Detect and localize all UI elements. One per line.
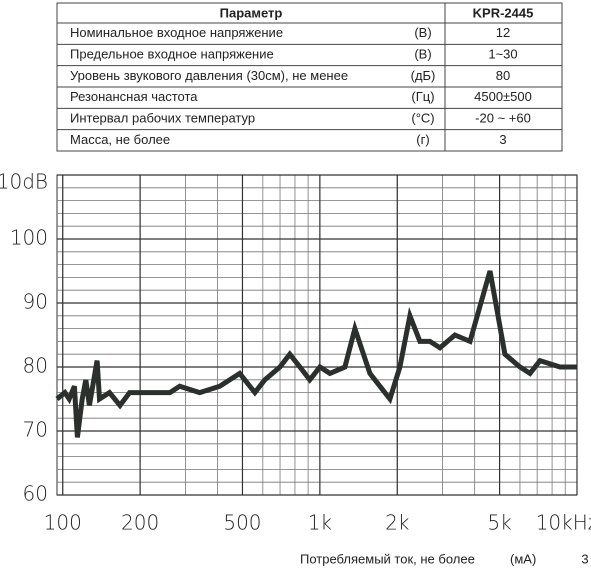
- param-unit: (дБ): [411, 68, 436, 83]
- param-unit: (Гц): [411, 89, 434, 104]
- y-tick-label: 80: [23, 354, 48, 378]
- param-value: 12: [496, 25, 510, 40]
- x-tick-label: 5k: [487, 511, 511, 535]
- x-tick-label: 100: [44, 511, 82, 535]
- param-value: -20 ~ +60: [475, 110, 531, 125]
- param-value: 1~30: [488, 46, 517, 61]
- param-name: Интервал рабочих температур: [70, 110, 255, 125]
- x-tick-label: 200: [121, 511, 159, 535]
- param-value: 3: [499, 132, 506, 147]
- response-line: [55, 270, 577, 438]
- table-frame: [56, 2, 563, 152]
- x-tick-label: 10kHz: [536, 511, 591, 535]
- param-unit: (В): [414, 46, 431, 61]
- y-tick-label: 70: [23, 418, 48, 442]
- param-name: Масса, не более: [70, 132, 170, 147]
- param-name: Уровень звукового давления (30см), не ме…: [70, 68, 348, 83]
- x-tick-label: 2k: [385, 511, 409, 535]
- param-value: 4500±500: [474, 89, 532, 104]
- y-tick-label: 90: [23, 290, 48, 314]
- param-name: Резонансная частота: [70, 89, 198, 104]
- footer-unit: (мА): [510, 551, 536, 566]
- x-tick-label: 500: [223, 511, 261, 535]
- param-value: 80: [496, 68, 510, 83]
- y-tick-label: 60: [23, 482, 48, 506]
- param-unit: (г): [416, 132, 429, 147]
- table-header: Параметр: [220, 5, 283, 20]
- x-tick-label: 1k: [308, 511, 332, 535]
- footer-name: Потребляемый ток, не более: [300, 551, 475, 566]
- y-tick-label: 110dB: [0, 170, 48, 194]
- param-unit: (В): [414, 25, 431, 40]
- param-name: Номинальное входное напряжение: [70, 25, 283, 40]
- table-header: KPR-2445: [473, 5, 534, 20]
- y-tick-label: 100: [10, 226, 48, 250]
- param-name: Предельное входное напряжение: [70, 46, 274, 61]
- footer-value: 3: [581, 551, 588, 566]
- plot-frame: [56, 174, 578, 496]
- param-unit: (°С): [411, 110, 434, 125]
